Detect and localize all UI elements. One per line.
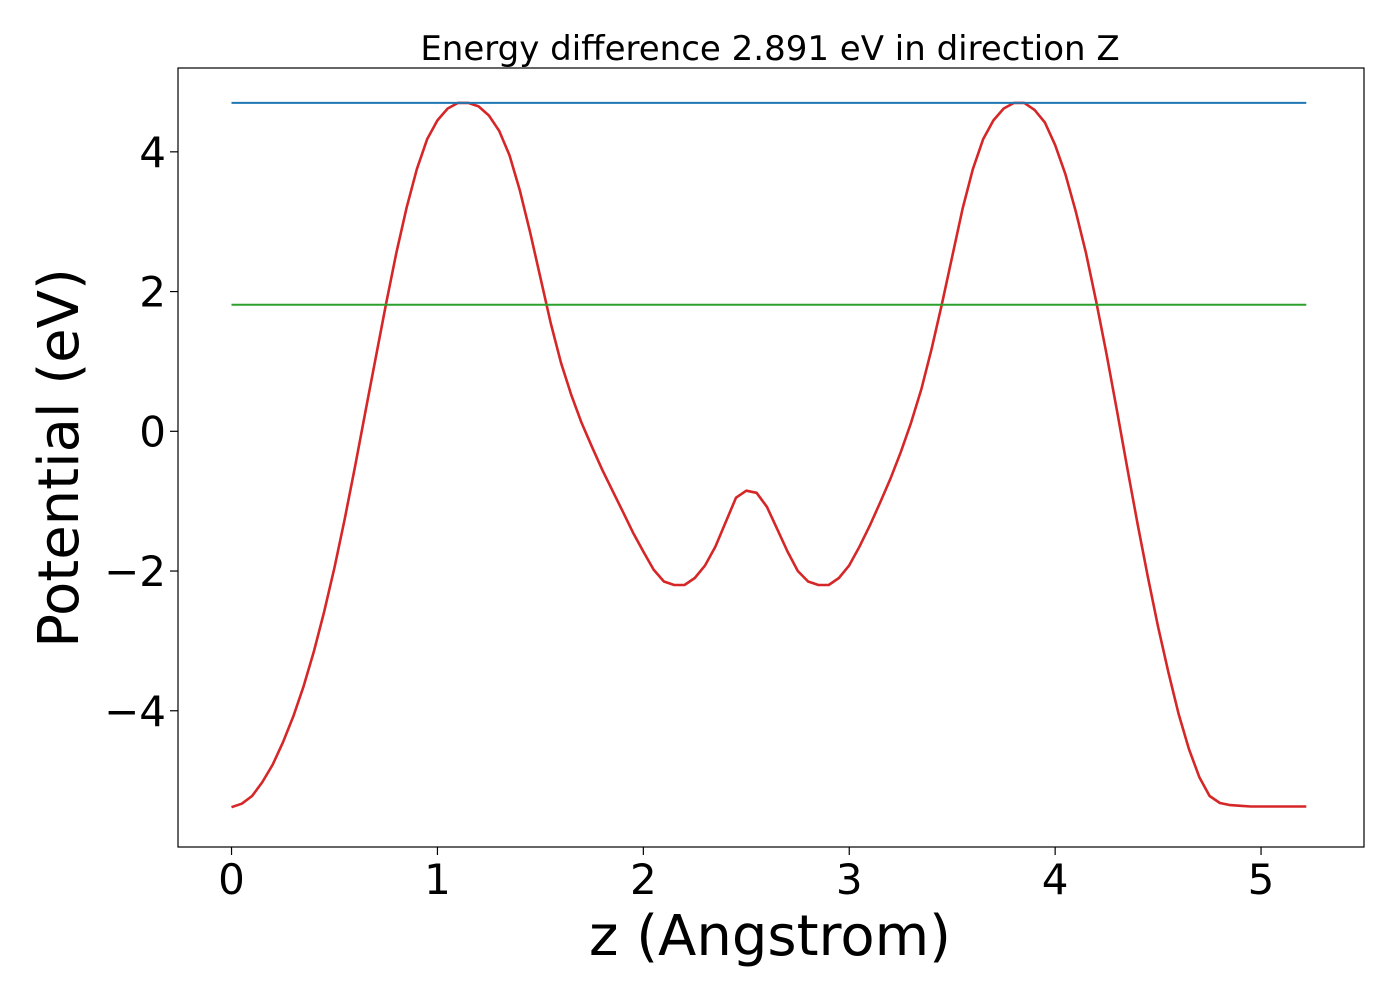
plot-area — [177, 67, 1365, 848]
y-axis-title: Potential (eV) — [27, 268, 92, 648]
x-tick-label: 4 — [1042, 855, 1069, 904]
x-tick-label: 1 — [424, 855, 451, 904]
y-tick-label: 2 — [139, 268, 166, 317]
x-tick-label: 0 — [218, 855, 245, 904]
x-tick-label: 3 — [836, 855, 863, 904]
axes-frame — [177, 67, 1365, 848]
x-tick-label: 2 — [630, 855, 657, 904]
y-tick-label: 0 — [139, 407, 166, 456]
chart-title: Energy difference 2.891 eV in direction … — [420, 29, 1119, 69]
y-tick-label: −2 — [104, 547, 166, 596]
y-tick-label: 4 — [139, 128, 166, 177]
x-axis: 0 1 2 3 4 5 — [218, 847, 1274, 904]
x-tick-label: 5 — [1248, 855, 1275, 904]
y-axis: −4 −2 0 2 4 — [104, 128, 178, 736]
series-line-0 — [231, 101, 1307, 809]
y-tick-label: −4 — [104, 687, 166, 736]
x-axis-title: z (Angstrom) — [589, 904, 951, 969]
